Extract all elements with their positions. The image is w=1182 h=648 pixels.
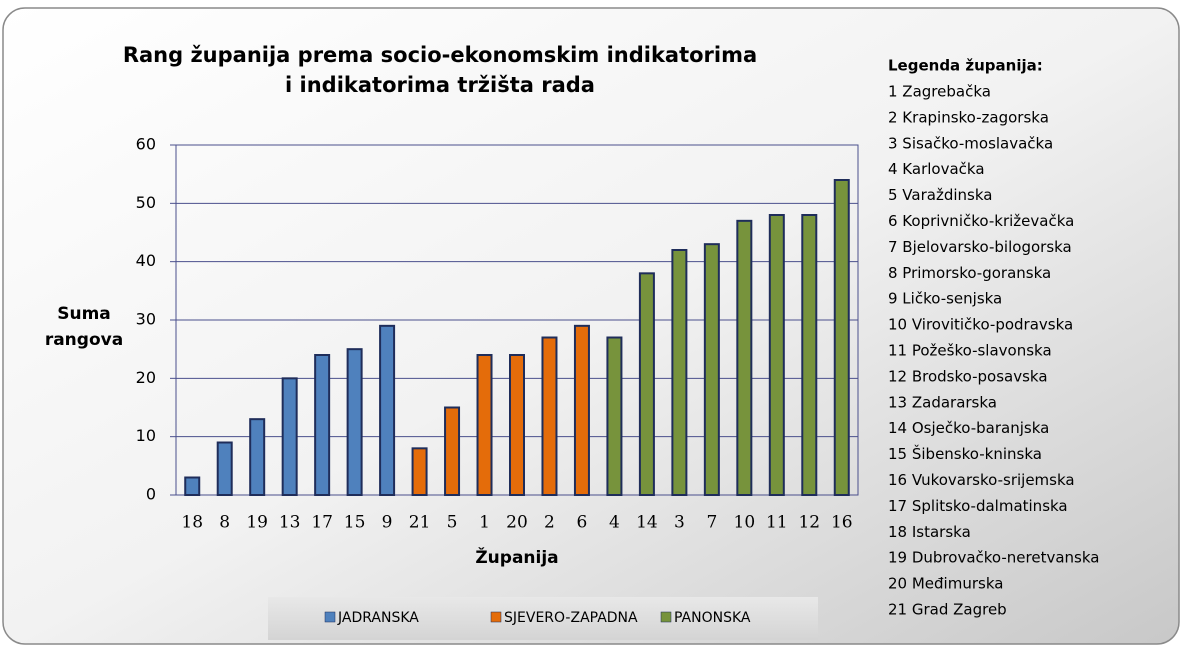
x-tick-label: 4 [609, 513, 620, 533]
bar [736, 219, 753, 496]
county-legend-item: 18 Istarska [888, 523, 971, 541]
bar [411, 447, 428, 497]
x-tick-label: 1 [479, 513, 490, 533]
bar [801, 214, 818, 496]
bar [346, 348, 363, 496]
county-legend-item: 12 Brodsko-posavska [888, 367, 1048, 385]
x-tick-label: 3 [674, 513, 685, 533]
county-legend-item: 2 Krapinsko-zagorska [888, 108, 1049, 126]
x-tick-label: 21 [409, 513, 431, 533]
legend-label: SJEVERO-ZAPADNA [504, 610, 638, 626]
x-tick-label: 7 [706, 513, 717, 533]
chart-title: i indikatorima tržišta rada [285, 73, 595, 97]
x-tick-label: 15 [344, 513, 366, 533]
y-tick-label: 30 [136, 310, 156, 329]
county-legend-item: 17 Splitsko-dalmatinska [888, 497, 1068, 515]
county-legend-item: 4 Karlovačka [888, 160, 985, 178]
x-tick-label: 5 [447, 513, 458, 533]
legend-swatch [660, 611, 672, 623]
bar [768, 214, 785, 496]
bar [379, 324, 396, 497]
bar [703, 243, 720, 496]
y-axis-label: Suma [57, 304, 111, 324]
county-legend-item: 14 Osječko-baranjska [888, 419, 1049, 437]
county-legend-item: 6 Koprivničko-križevačka [888, 212, 1074, 230]
county-legend-item: 9 Ličko-senjska [888, 290, 1002, 308]
bar [444, 406, 461, 496]
x-tick-label: 10 [734, 513, 756, 533]
x-tick-label: 11 [766, 513, 788, 533]
bar [638, 272, 655, 497]
bar [833, 179, 850, 496]
bar [509, 354, 525, 496]
x-tick-label: 19 [246, 513, 268, 533]
x-tick-label: 16 [831, 513, 853, 533]
county-legend-title: Legenda županija: [888, 57, 1043, 75]
bar [476, 354, 493, 496]
county-legend-item: 13 Zadararska [888, 393, 997, 411]
county-legend-item: 7 Bjelovarsko-bilogorska [888, 238, 1072, 256]
county-legend-item: 15 Šibensko-kninska [888, 444, 1042, 463]
county-legend-item: 1 Zagrebačka [888, 83, 991, 101]
legend-label: PANONSKA [674, 610, 751, 626]
legend-label: JADRANSKA [337, 610, 419, 626]
bar [541, 336, 558, 496]
y-tick-label: 20 [136, 368, 156, 387]
x-tick-label: 13 [279, 513, 301, 533]
legend-swatch [324, 611, 336, 623]
bar [314, 354, 331, 496]
county-legend-item: 3 Sisačko-moslavačka [888, 134, 1053, 152]
y-tick-label: 10 [136, 426, 156, 445]
x-tick-label: 12 [798, 513, 820, 533]
bar [573, 324, 590, 497]
bar [184, 476, 201, 496]
county-legend-item: 16 Vukovarsko-srijemska [888, 471, 1075, 489]
y-tick-label: 0 [146, 485, 156, 504]
x-tick-label: 20 [506, 513, 528, 533]
x-tick-label: 14 [636, 513, 658, 533]
y-tick-label: 50 [136, 193, 156, 212]
county-legend-item: 21 Grad Zagreb [888, 601, 1007, 619]
x-tick-label: 8 [219, 513, 230, 533]
county-legend-item: 10 Virovitičko-podravska [888, 316, 1073, 334]
chart-title: Rang županija prema socio-ekonomskim ind… [123, 43, 757, 67]
x-tick-label: 18 [181, 513, 203, 533]
x-tick-label: 9 [382, 513, 393, 533]
county-legend-item: 11 Požeško-slavonska [888, 342, 1052, 360]
x-tick-label: 17 [311, 513, 333, 533]
bar [281, 377, 298, 497]
county-legend-item: 20 Međimurska [888, 575, 1003, 593]
bar [249, 418, 266, 496]
y-tick-label: 40 [136, 251, 156, 270]
county-legend-item: 19 Dubrovačko-neretvanska [888, 549, 1099, 567]
bar [216, 441, 233, 496]
county-legend-item: 5 Varaždinska [888, 186, 992, 204]
bar [606, 336, 623, 496]
legend-box [268, 597, 818, 640]
y-tick-label: 60 [136, 135, 156, 154]
county-legend-item: 8 Primorsko-goranska [888, 264, 1051, 282]
x-tick-label: 6 [577, 513, 588, 533]
x-tick-label: 2 [544, 513, 555, 533]
y-axis-label: rangova [45, 330, 123, 350]
bar [671, 249, 688, 496]
legend-swatch [490, 611, 502, 623]
x-axis-label: Županija [475, 546, 558, 568]
